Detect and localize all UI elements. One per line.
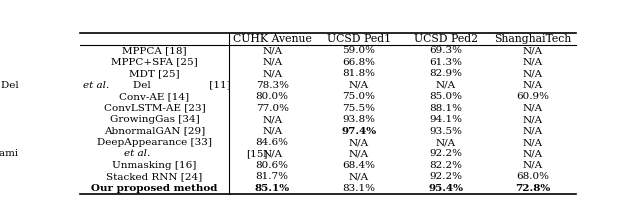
Text: N/A: N/A [522,58,543,67]
Text: MDT [25]: MDT [25] [129,69,180,78]
Text: 92.2%: 92.2% [429,149,462,159]
Text: 72.8%: 72.8% [515,184,550,193]
Text: et al.: et al. [124,149,150,159]
Text: Conv-AE [14]: Conv-AE [14] [119,92,189,101]
Text: Del: Del [133,81,154,90]
Text: 75.5%: 75.5% [342,104,376,113]
Text: 80.6%: 80.6% [256,161,289,170]
Text: DeepAppearance [33]: DeepAppearance [33] [97,138,212,147]
Text: N/A: N/A [349,138,369,147]
Text: N/A: N/A [349,149,369,159]
Text: N/A: N/A [262,58,282,67]
Text: 78.3%: 78.3% [256,81,289,90]
Text: N/A: N/A [349,81,369,90]
Text: CUHK Avenue: CUHK Avenue [233,34,312,44]
Text: N/A: N/A [522,104,543,113]
Text: N/A: N/A [436,138,456,147]
Text: 97.4%: 97.4% [341,127,376,136]
Text: 66.8%: 66.8% [342,58,376,67]
Text: N/A: N/A [349,172,369,181]
Text: [11]: [11] [205,81,230,90]
Text: et al.: et al. [83,81,109,90]
Text: 69.3%: 69.3% [429,46,462,55]
Text: MPPC+SFA [25]: MPPC+SFA [25] [111,58,198,67]
Text: 80.0%: 80.0% [256,92,289,101]
Text: N/A: N/A [436,81,456,90]
Text: 59.0%: 59.0% [342,46,376,55]
Text: [15]: [15] [246,149,268,159]
Text: 61.3%: 61.3% [429,58,462,67]
Text: N/A: N/A [262,127,282,136]
Text: GrowingGas [34]: GrowingGas [34] [109,115,199,124]
Text: ConvLSTM-AE [23]: ConvLSTM-AE [23] [104,104,205,113]
Text: 81.8%: 81.8% [342,69,376,78]
Text: N/A: N/A [522,161,543,170]
Text: 93.5%: 93.5% [429,127,462,136]
Text: N/A: N/A [522,127,543,136]
Text: UCSD Ped1: UCSD Ped1 [327,34,391,44]
Text: 77.0%: 77.0% [256,104,289,113]
Text: Hinami: Hinami [0,149,22,159]
Text: N/A: N/A [522,138,543,147]
Text: Unmasking [16]: Unmasking [16] [112,161,196,170]
Text: 60.9%: 60.9% [516,92,549,101]
Text: N/A: N/A [262,115,282,124]
Text: 94.1%: 94.1% [429,115,462,124]
Text: 75.0%: 75.0% [342,92,376,101]
Text: N/A: N/A [522,149,543,159]
Text: 68.0%: 68.0% [516,172,549,181]
Text: Del              et al. [11]: Del et al. [11] [104,81,204,90]
Text: N/A: N/A [522,46,543,55]
Text: AbnormalGAN [29]: AbnormalGAN [29] [104,127,205,136]
Text: 88.1%: 88.1% [429,104,462,113]
Text: 82.2%: 82.2% [429,161,462,170]
Text: 84.6%: 84.6% [256,138,289,147]
Text: Our proposed method: Our proposed method [92,184,218,193]
Text: Del: Del [1,81,22,90]
Text: ShanghaiTech: ShanghaiTech [494,34,572,44]
Text: 68.4%: 68.4% [342,161,376,170]
Text: Stacked RNN [24]: Stacked RNN [24] [106,172,202,181]
Text: N/A: N/A [262,69,282,78]
Text: MPPCA [18]: MPPCA [18] [122,46,187,55]
Text: 85.1%: 85.1% [255,184,290,193]
Text: 95.4%: 95.4% [428,184,463,193]
Text: N/A: N/A [522,115,543,124]
Text: 81.7%: 81.7% [256,172,289,181]
Text: 85.0%: 85.0% [429,92,462,101]
Text: N/A: N/A [522,81,543,90]
Text: 92.2%: 92.2% [429,172,462,181]
Text: N/A: N/A [262,149,282,159]
Text: UCSD Ped2: UCSD Ped2 [413,34,478,44]
Text: 83.1%: 83.1% [342,184,376,193]
Text: N/A: N/A [262,46,282,55]
Text: 82.9%: 82.9% [429,69,462,78]
Text: N/A: N/A [522,69,543,78]
Text: 93.8%: 93.8% [342,115,376,124]
